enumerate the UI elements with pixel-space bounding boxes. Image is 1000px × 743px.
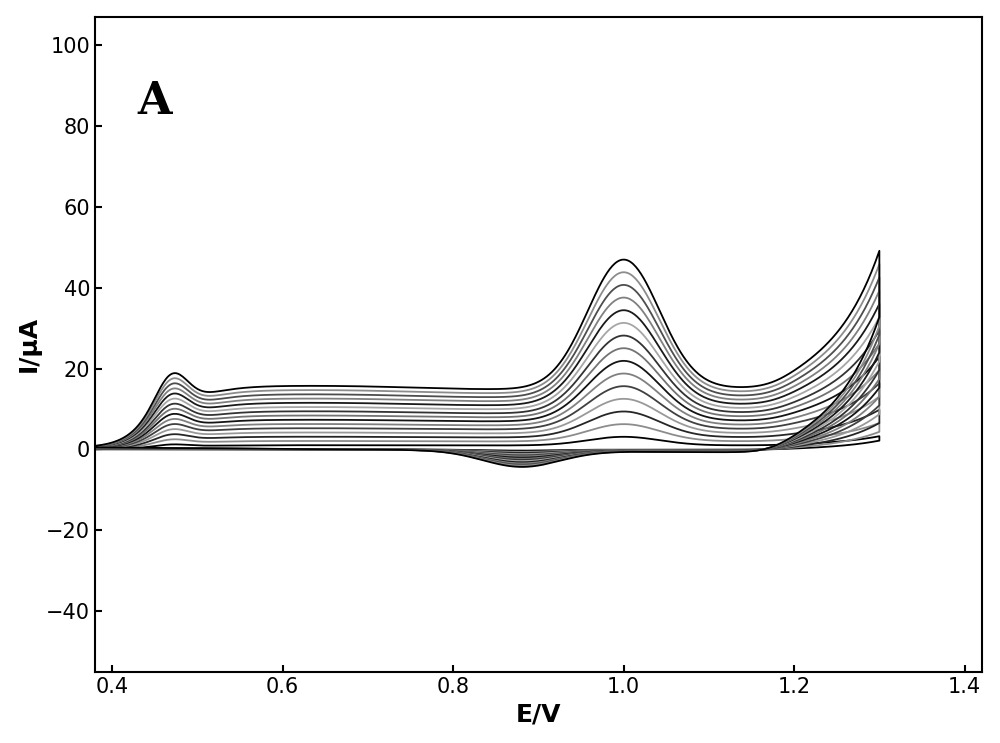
Y-axis label: I/μA: I/μA <box>17 317 41 372</box>
X-axis label: E/V: E/V <box>516 702 561 727</box>
Text: A: A <box>138 80 172 123</box>
